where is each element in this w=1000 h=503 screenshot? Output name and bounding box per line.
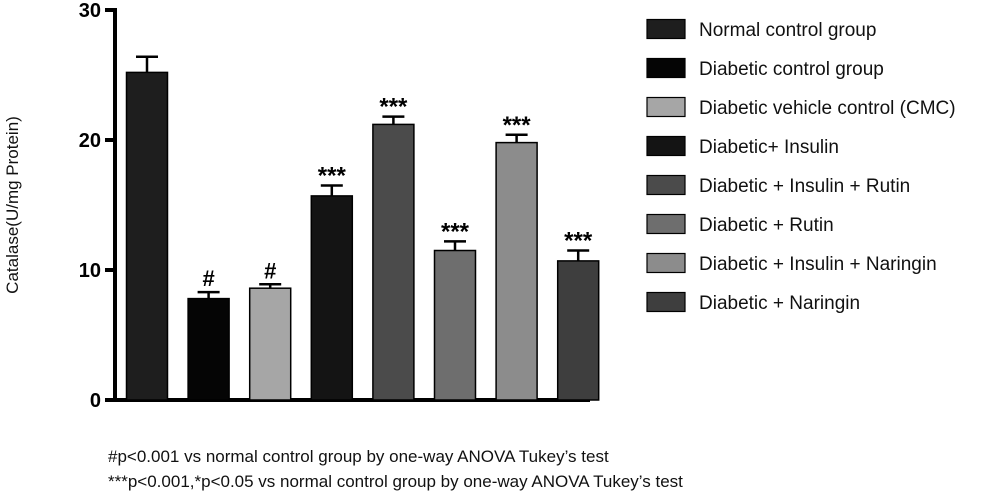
significance-label: # bbox=[264, 258, 276, 283]
y-tick-label: 10 bbox=[79, 260, 101, 282]
bar bbox=[248, 287, 292, 401]
legend-label: Diabetic + Rutin bbox=[699, 215, 834, 236]
bar bbox=[310, 195, 354, 401]
legend-label: Diabetic + Naringin bbox=[699, 293, 860, 314]
legend-swatch bbox=[646, 96, 686, 118]
significance-label: *** bbox=[379, 94, 408, 121]
significance-label: *** bbox=[318, 163, 347, 190]
legend-swatch bbox=[646, 291, 686, 313]
bar bbox=[187, 297, 230, 401]
legend-swatch bbox=[646, 174, 686, 196]
y-tick-label: 30 bbox=[79, 0, 101, 22]
bar bbox=[495, 141, 538, 401]
bar bbox=[433, 249, 477, 401]
legend-label: Diabetic control group bbox=[699, 59, 884, 80]
legend-swatch bbox=[646, 18, 686, 40]
legend-swatch bbox=[646, 57, 686, 79]
significance-label: # bbox=[202, 266, 214, 291]
legend-label: Diabetic + Insulin + Naringin bbox=[699, 254, 937, 275]
legend-swatch bbox=[646, 252, 686, 274]
footnote-asterisk: ***p<0.001,*p<0.05 vs normal control gro… bbox=[108, 472, 683, 491]
legend-label: Diabetic vehicle control (CMC) bbox=[699, 98, 956, 119]
bars: # # *** *** *** *** *** bbox=[125, 55, 600, 401]
legend-swatch bbox=[646, 135, 686, 157]
y-tick-label: 0 bbox=[90, 390, 101, 412]
y-axis-label: Catalase(U/mg Protein) bbox=[3, 116, 22, 294]
significance-label: *** bbox=[564, 228, 593, 255]
legend-label: Diabetic + Insulin + Rutin bbox=[699, 176, 910, 197]
significance-label: *** bbox=[503, 112, 532, 139]
bar bbox=[556, 260, 600, 401]
legend: Normal control group Diabetic control gro… bbox=[646, 18, 956, 314]
legend-swatch bbox=[646, 213, 686, 235]
legend-label: Normal control group bbox=[699, 20, 876, 41]
y-tick-label: 20 bbox=[79, 130, 101, 152]
footnote-hash: #p<0.001 vs normal control group by one-… bbox=[108, 447, 609, 466]
bar bbox=[125, 71, 169, 401]
significance-label: *** bbox=[441, 218, 470, 245]
legend-label: Diabetic+ Insulin bbox=[699, 137, 839, 158]
bar bbox=[372, 123, 415, 401]
